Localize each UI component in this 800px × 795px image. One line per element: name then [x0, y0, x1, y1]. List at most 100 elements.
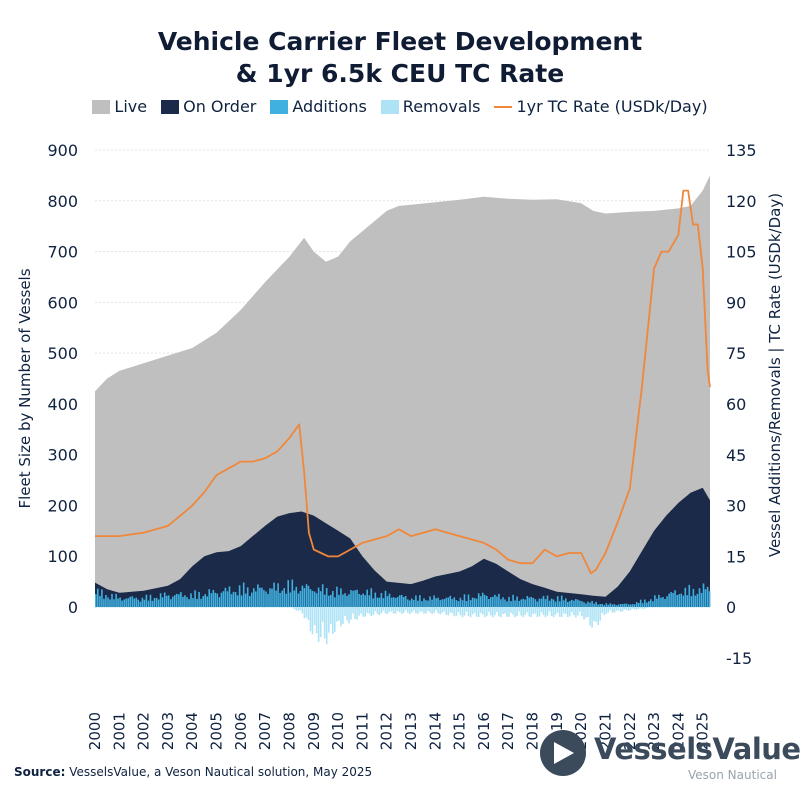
removals-bar: [567, 607, 569, 618]
additions-bar: [639, 599, 642, 608]
additions-bar: [220, 592, 223, 608]
additions-bar: [295, 586, 298, 608]
additions-bar: [234, 592, 237, 608]
additions-bar: [131, 596, 134, 608]
additions-bar: [303, 588, 306, 608]
additions-bar: [283, 588, 285, 608]
additions-bar: [277, 583, 279, 608]
additions-bar: [328, 595, 330, 608]
y2-tick-label: 105: [726, 243, 757, 262]
additions-bar: [518, 600, 520, 608]
additions-bar: [502, 597, 504, 608]
removals-bar: [571, 607, 573, 613]
additions-bar: [392, 597, 395, 608]
removals-bar: [581, 607, 583, 617]
additions-bar: [532, 597, 535, 608]
x-tick-label: 2009: [305, 712, 323, 750]
removals-bar: [486, 607, 488, 617]
additions-bar: [107, 597, 109, 608]
removals-bar: [453, 607, 456, 617]
additions-bar: [273, 582, 275, 608]
y-tick-label: 200: [47, 496, 78, 515]
additions-bar: [704, 589, 707, 608]
additions-bar: [109, 599, 111, 608]
removals-bar: [601, 607, 603, 613]
additions-bar: [269, 588, 271, 608]
x-tick-label: 2012: [378, 712, 396, 750]
source-text: VesselsValue, a Veson Nautical solution,…: [69, 765, 373, 779]
additions-bar: [579, 600, 581, 608]
additions-bar: [662, 597, 664, 608]
removals-bar: [583, 607, 585, 620]
additions-bar: [368, 595, 371, 608]
additions-bar: [222, 591, 225, 608]
removals-bar: [427, 607, 429, 611]
y-tick-label: 500: [47, 344, 78, 363]
additions-bar: [99, 595, 101, 608]
additions-bar: [188, 599, 190, 608]
additions-bar: [648, 601, 650, 608]
additions-bar: [465, 601, 468, 608]
additions-bar: [228, 586, 231, 608]
removals-bar: [382, 607, 385, 611]
additions-bar: [419, 595, 421, 608]
removals-bar: [362, 607, 364, 617]
additions-bar: [560, 595, 563, 608]
additions-bar: [170, 599, 172, 608]
removals-bar: [413, 607, 415, 611]
removals-bar: [635, 607, 638, 610]
removals-bar: [522, 607, 524, 618]
additions-bar: [386, 596, 389, 608]
removals-bar: [352, 607, 354, 614]
additions-bar: [540, 598, 543, 608]
additions-bar: [190, 593, 192, 608]
additions-bar: [218, 597, 221, 608]
removals-bar: [433, 607, 435, 613]
removals-bar: [526, 607, 529, 613]
x-tick-label: 2006: [232, 712, 250, 750]
additions-bar: [139, 601, 142, 608]
additions-bar: [198, 592, 200, 608]
removals-bar: [528, 607, 531, 617]
removals-bar: [400, 607, 403, 614]
additions-bar: [402, 597, 405, 608]
removals-bar: [370, 607, 373, 617]
removals-bar: [447, 607, 450, 616]
additions-bar: [135, 597, 138, 608]
additions-bar: [415, 595, 417, 608]
additions-bar: [301, 585, 304, 608]
additions-bar: [121, 600, 123, 608]
additions-bar: [615, 605, 618, 608]
additions-bar: [202, 596, 204, 608]
additions-bar: [366, 589, 368, 608]
removals-bar: [506, 607, 508, 617]
additions-bar: [508, 596, 510, 608]
additions-bar: [664, 599, 666, 608]
removals-bar: [518, 607, 520, 612]
additions-bar: [178, 594, 180, 608]
additions-bar: [684, 587, 687, 608]
removals-bar: [402, 607, 405, 613]
legend-item-removals: Removals: [380, 97, 480, 116]
removals-bar: [488, 607, 490, 612]
y-tick-label: 600: [47, 293, 78, 312]
additions-bar: [496, 596, 498, 608]
additions-bar: [407, 599, 409, 608]
additions-bar: [113, 599, 115, 608]
additions-bar: [605, 603, 608, 608]
removals-bar: [396, 607, 399, 611]
additions-bar: [514, 600, 516, 608]
additions-bar: [356, 589, 358, 608]
additions-bar: [597, 604, 599, 608]
additions-bar: [585, 603, 587, 608]
removals-bar: [323, 607, 326, 639]
additions-bar: [534, 599, 537, 608]
additions-bar: [577, 599, 579, 608]
removals-bar: [544, 607, 547, 618]
removals-bar: [469, 607, 472, 618]
additions-bar: [554, 601, 557, 608]
additions-bar: [473, 598, 476, 608]
additions-bar: [192, 598, 194, 608]
removals-bar: [542, 607, 545, 615]
